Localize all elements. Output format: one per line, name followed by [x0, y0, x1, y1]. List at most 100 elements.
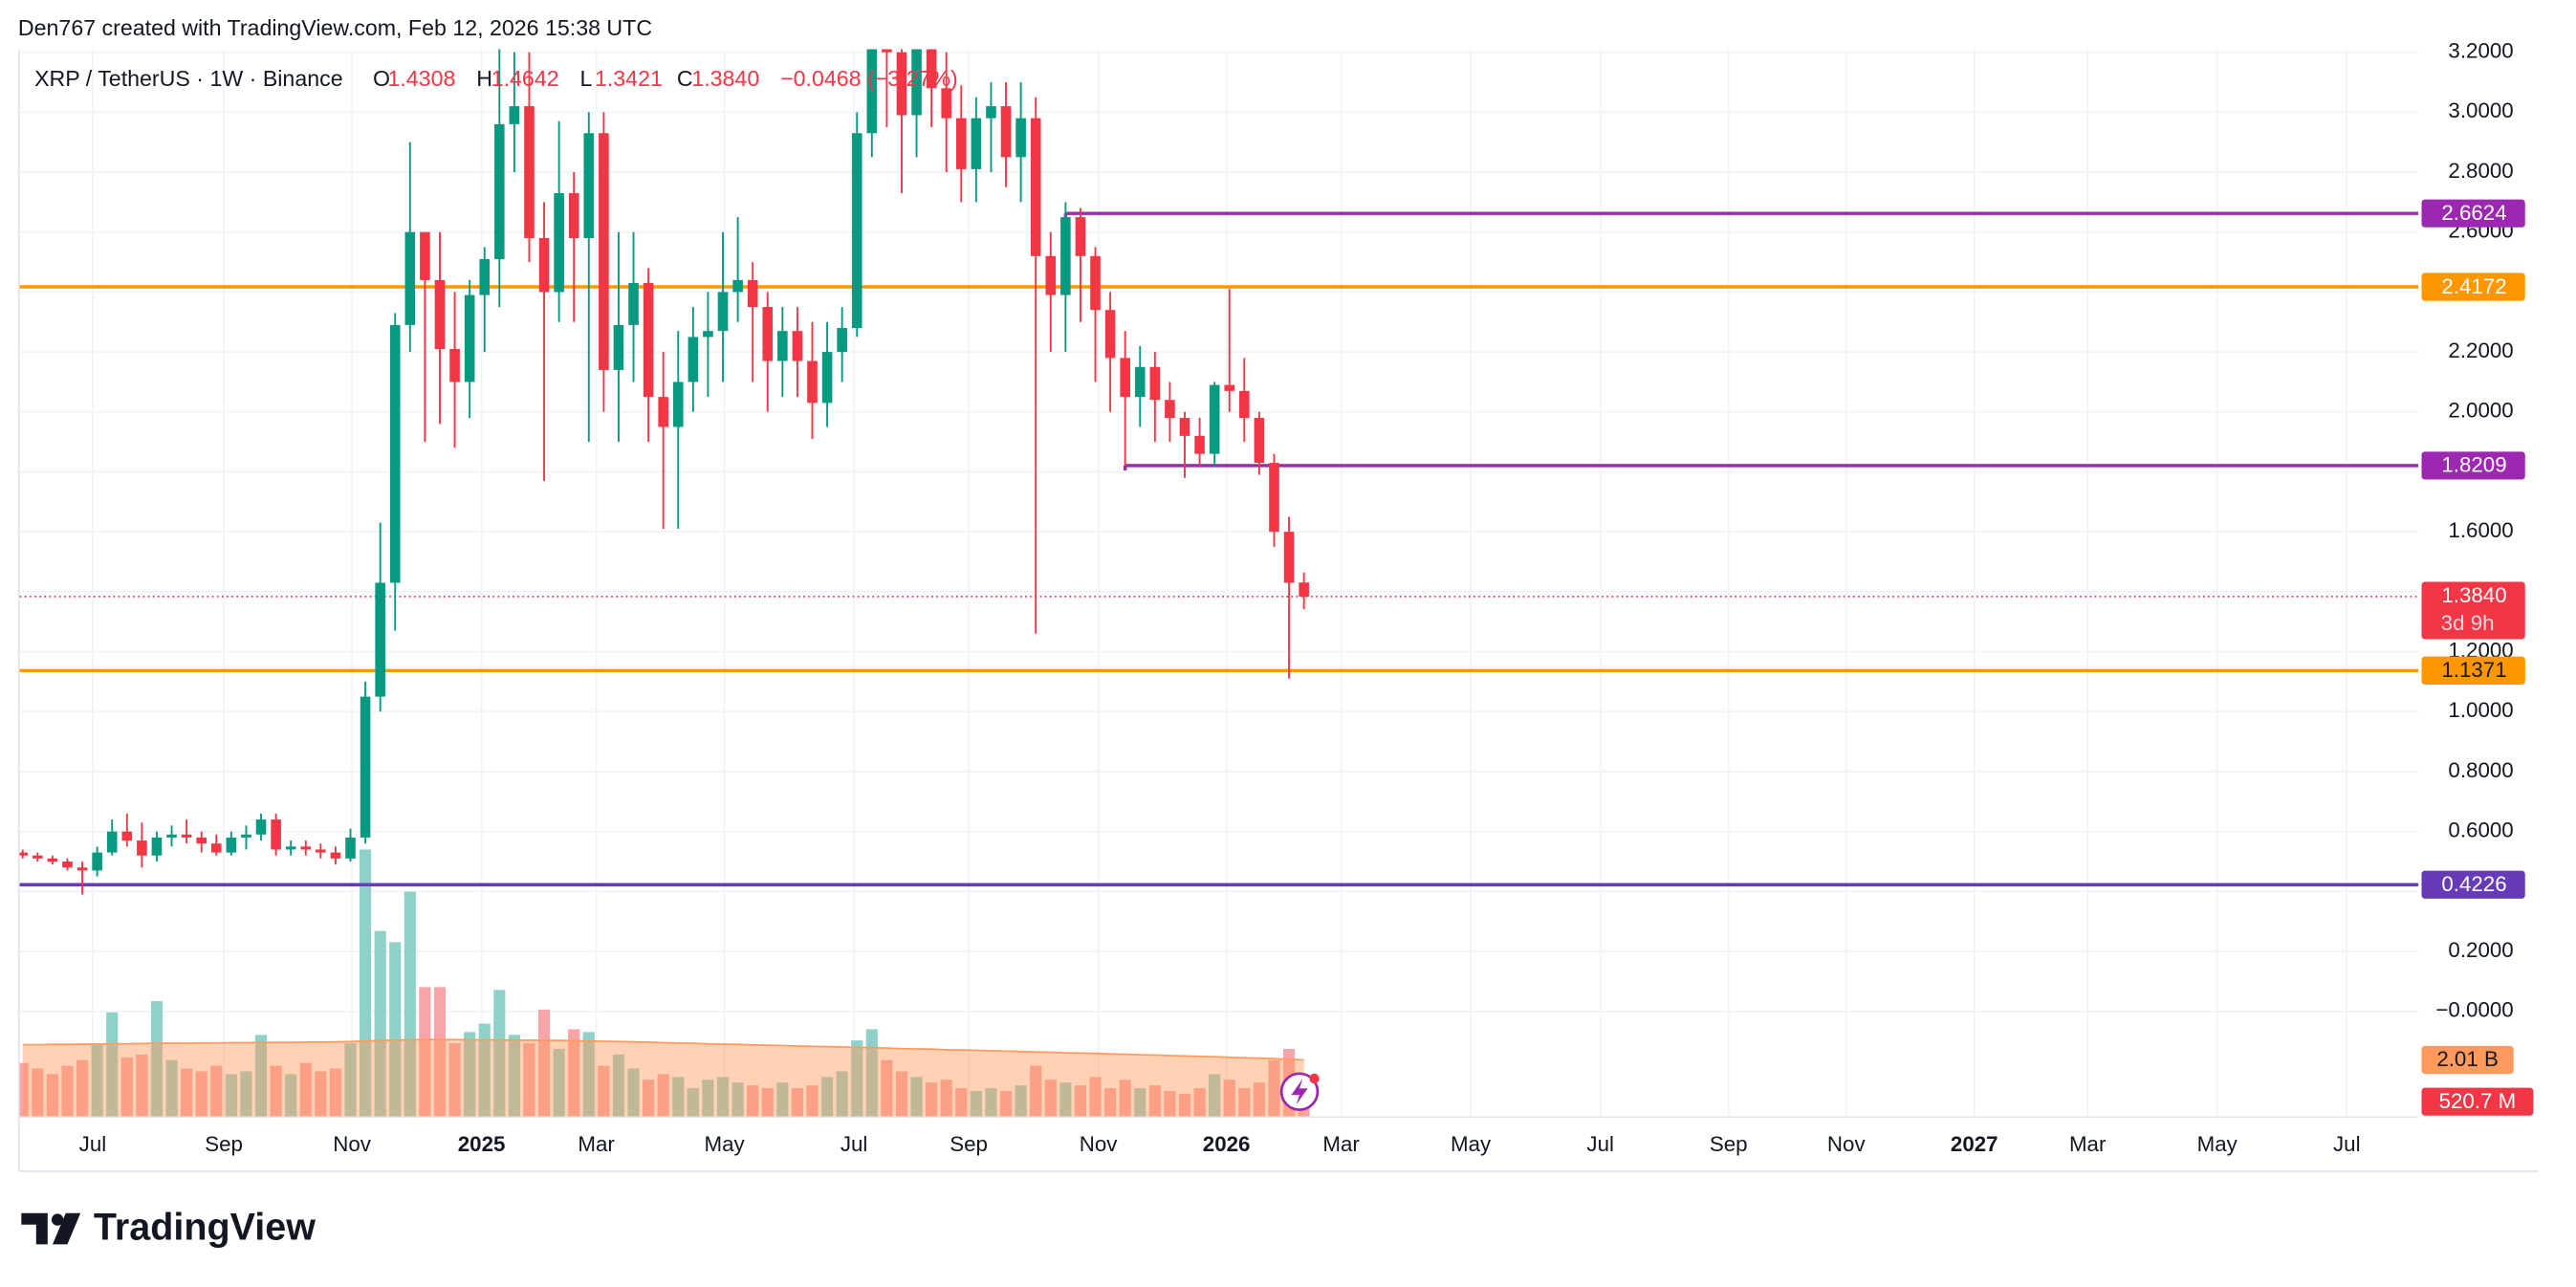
- candle-body: [1224, 384, 1235, 391]
- candle-body: [658, 397, 668, 427]
- ohlc-legend: O1.4308 H1.4642 L 1.3421 C1.3840: [373, 66, 759, 91]
- volume-bar: [374, 930, 386, 1117]
- x-tick-label: Nov: [1827, 1132, 1867, 1156]
- candle-body: [1030, 118, 1041, 256]
- levels: [19, 211, 2419, 886]
- volume-bar: [419, 987, 431, 1117]
- x-tick-label: Sep: [205, 1132, 243, 1156]
- candle-body: [375, 582, 385, 697]
- x-tick-label: May: [1451, 1132, 1492, 1156]
- candle-body: [1120, 358, 1130, 398]
- candle-body: [703, 331, 713, 338]
- candle-body: [732, 279, 743, 293]
- y-tick-label: 3.0000: [2448, 98, 2513, 122]
- volume-bar: [523, 1043, 535, 1117]
- level-label: 2.4172: [2441, 274, 2506, 298]
- ohlc-letter: H: [476, 66, 492, 91]
- volume-bar: [360, 849, 372, 1117]
- countdown-label: 3d 9h: [2441, 611, 2495, 635]
- candle-body: [926, 49, 937, 89]
- volume-bar: [687, 1088, 699, 1117]
- x-tick-label: Mar: [2069, 1132, 2107, 1156]
- candle-body: [479, 258, 491, 295]
- candle-body: [226, 837, 237, 853]
- symbol-title: XRP / TetherUS · 1W · Binance: [34, 66, 343, 91]
- ohlc-value: 1.4308: [387, 66, 455, 91]
- volume-bar: [1223, 1080, 1235, 1117]
- candle-body: [1015, 118, 1026, 158]
- candle-body: [792, 331, 803, 361]
- volume-ma-line: [22, 1038, 1304, 1061]
- candle-body: [1090, 255, 1101, 311]
- volume-bar: [716, 1077, 730, 1117]
- x-tick-label: Sep: [950, 1132, 988, 1156]
- candle-body: [76, 867, 88, 871]
- volume-bar: [508, 1035, 520, 1117]
- volume-bar: [537, 1009, 551, 1117]
- y-tick-label: 0.2000: [2448, 938, 2513, 962]
- volume-bar: [881, 1059, 893, 1117]
- candle-body: [1179, 418, 1190, 436]
- candle-body: [1104, 310, 1116, 359]
- candle-body: [121, 831, 133, 841]
- volume-bar: [747, 1085, 759, 1117]
- volume-bar: [582, 1032, 595, 1117]
- volume-bar: [940, 1080, 952, 1117]
- volume-bar: [791, 1088, 803, 1117]
- ohlc-value: 1.4642: [491, 66, 559, 91]
- candle-body: [941, 88, 952, 119]
- volume-bar: [1044, 1080, 1057, 1117]
- candle-body: [166, 834, 177, 838]
- x-tick-label: Nov: [333, 1132, 372, 1156]
- x-tick-label: Jul: [79, 1132, 107, 1156]
- volume-bar: [1074, 1085, 1087, 1117]
- volume-bar: [1238, 1088, 1251, 1117]
- x-tick-label: 2026: [1203, 1132, 1251, 1156]
- x-tick-label: Jul: [840, 1132, 868, 1156]
- volume-bar: [165, 1059, 178, 1117]
- volume-bar: [731, 1082, 744, 1117]
- candle-body: [19, 852, 29, 856]
- y-tick-label: 2.0000: [2448, 399, 2513, 423]
- volume-bar: [1134, 1088, 1146, 1117]
- candle-body: [33, 855, 43, 859]
- candle-body: [389, 324, 401, 583]
- candle-body: [1000, 106, 1012, 158]
- candle-body: [1209, 384, 1220, 454]
- volume-bar: [1178, 1093, 1191, 1117]
- volume-bar: [120, 1057, 133, 1117]
- volume-bar: [836, 1071, 848, 1117]
- candle-body: [255, 819, 267, 835]
- candle-body: [449, 348, 460, 382]
- volume-bar: [776, 1082, 789, 1117]
- volume-ma-box: [2421, 1045, 2514, 1075]
- volume-bar: [285, 1074, 297, 1117]
- candle-body: [1283, 532, 1295, 583]
- candle-body: [62, 862, 73, 868]
- volume-bar: [181, 1068, 193, 1117]
- volume-bar: [1164, 1091, 1176, 1117]
- volume-last-label: 520.7 M: [2439, 1089, 2517, 1113]
- candle-body: [420, 231, 430, 280]
- candle-body: [137, 840, 147, 856]
- candle-body: [643, 283, 654, 398]
- volume-bar: [136, 1054, 148, 1117]
- candle-body: [971, 118, 982, 169]
- volume-bar: [404, 891, 416, 1117]
- volume-bar: [195, 1071, 207, 1117]
- volume-bar: [1209, 1074, 1221, 1117]
- volume-bar: [91, 1043, 103, 1117]
- volume-bar: [448, 1043, 461, 1117]
- candle-body: [434, 279, 446, 349]
- volume-bar: [1059, 1082, 1072, 1117]
- candle-body: [762, 307, 774, 361]
- candle-body: [210, 843, 222, 853]
- candle-body: [360, 696, 371, 838]
- candle-body: [196, 837, 207, 844]
- y-tick-label: 1.6000: [2448, 518, 2513, 542]
- volume-pane: [19, 849, 1310, 1117]
- candle-body: [494, 123, 505, 259]
- candle-body: [613, 324, 624, 370]
- x-tick-label: Jul: [2333, 1132, 2361, 1156]
- x-tick-label: 2027: [1951, 1132, 1998, 1156]
